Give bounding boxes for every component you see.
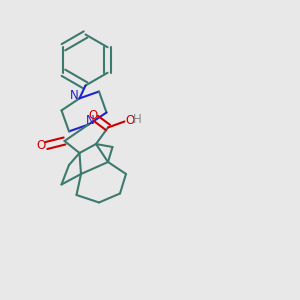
Text: N: N	[85, 114, 94, 128]
Text: N: N	[70, 89, 79, 103]
Text: H: H	[133, 112, 142, 126]
Text: O: O	[88, 109, 98, 122]
Text: O: O	[125, 114, 134, 128]
Text: O: O	[37, 139, 46, 152]
